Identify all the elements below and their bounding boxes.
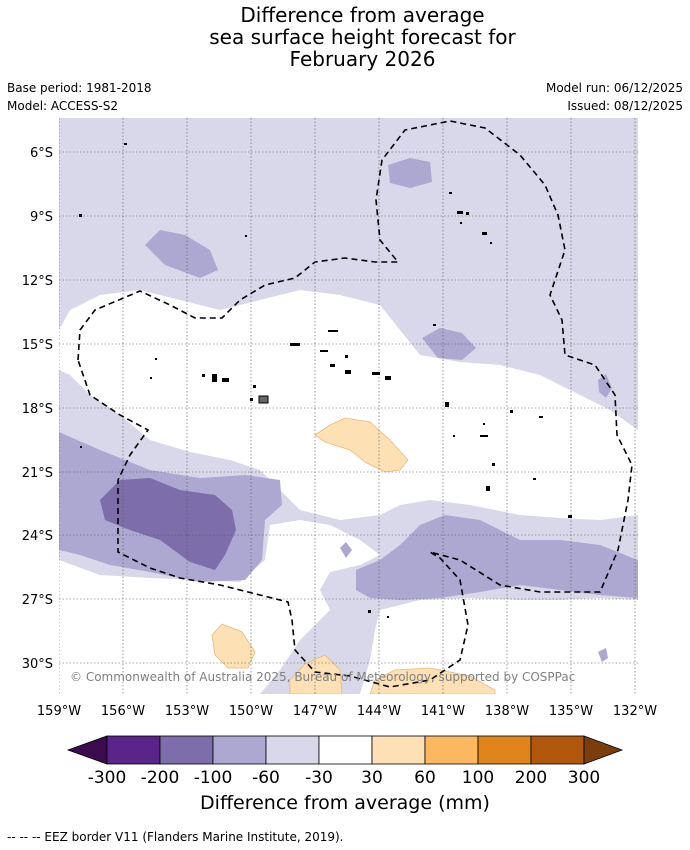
copyright-notice: © Commonwealth of Australia 2025, Bureau… [70,670,575,684]
lon-tick-label: 147°W [293,704,337,719]
colorbar-swatch [530,735,585,765]
title-line-3: February 2026 [289,47,436,71]
lat-tick-label: 9°S [30,210,53,225]
lon-tick-label: 153°W [165,704,209,719]
issued-label: Issued: 08/12/2025 [567,99,683,113]
colorbar-tick-label: -200 [141,768,180,788]
meta-left: Base period: 1981-2018 Model: ACCESS-S2 [7,79,152,115]
base-period-label: Base period: 1981-2018 [7,81,152,95]
map-panel: © Commonwealth of Australia 2025, Bureau… [59,118,638,694]
lon-tick-label: 150°W [229,704,273,719]
gridlines [59,118,638,694]
lat-tick-label: 15°S [22,338,53,353]
dark-purple-region-southwest [100,478,236,570]
neutral-region-central [59,290,638,520]
lat-tick-label: 30°S [22,657,53,672]
lon-tick-label: 156°W [101,704,145,719]
orange-region-south-centre [289,654,343,694]
purple-region-small-spot [340,542,352,558]
colorbar-swatch [318,735,373,765]
lat-tick-label: 24°S [22,529,53,544]
chart-title: Difference from average sea surface heig… [0,4,690,70]
longitude-axis: 159°W 156°W 153°W 150°W 147°W 144°W 141°… [37,704,657,719]
islands [79,143,572,618]
colorbar-extend-min [66,735,108,765]
lat-tick-label: 18°S [22,402,53,417]
lon-tick-label: 138°W [485,704,529,719]
lon-tick-label: 159°W [37,704,81,719]
orange-region-south-east [369,667,496,694]
model-run-label: Model run: 06/12/2025 [545,81,683,95]
meta-right: Model run: 06/12/2025 Issued: 08/12/2025 [546,79,683,115]
purple-region-north-east [388,158,432,188]
colorbar-tick-label: 100 [462,768,494,788]
lat-tick-label: 27°S [22,593,53,608]
colorbar-extend-max [583,735,624,765]
colorbar-swatch [265,735,320,765]
title-line-2: sea surface height forecast for [209,25,516,49]
colorbar-tick-label: 30 [361,768,383,788]
eez-legend-note: -- -- -- EEZ border V11 (Flanders Marine… [7,830,344,844]
lon-tick-label: 135°W [549,704,593,719]
colorbar: -300 -200 -100 -60 -30 30 60 100 200 300… [66,735,624,814]
colorbar-swatch [424,735,479,765]
colorbar-tick-label: 60 [414,768,436,788]
lon-tick-label: 132°W [613,704,657,719]
colorbar-title: Difference from average (mm) [200,792,490,814]
lon-tick-label: 144°W [357,704,401,719]
orange-region-south-west [211,623,256,669]
lat-tick-label: 6°S [30,146,53,161]
colorbar-tick-label: 300 [568,768,600,788]
colorbar-swatch [106,735,161,765]
latitude-axis: 6°S 9°S 12°S 15°S 18°S 21°S 24°S 27°S 30… [22,146,53,672]
colorbar-tick-label: 200 [515,768,547,788]
purple-region-north-west [145,230,218,278]
neutral-region-southwest-patch [59,595,110,665]
lat-tick-label: 21°S [22,466,53,481]
title-line-1: Difference from average [240,3,485,27]
colorbar-tick-label: -300 [88,768,127,788]
colorbar-swatch [159,735,214,765]
orange-region-central [314,417,409,473]
colorbar-swatch [212,735,267,765]
colorbar-swatch [477,735,532,765]
eez-border-cook-islands [77,120,633,688]
eez-borders [77,120,633,688]
colorbar-tick-label: -30 [305,768,333,788]
lon-tick-label: 141°W [421,704,465,719]
colorbar-tick-label: -100 [194,768,233,788]
purple-region-far-east-spot [598,374,612,398]
purple-region-southeast-band [356,515,638,600]
colorbar-tick-label: -60 [252,768,280,788]
neutral-region-south [59,520,380,694]
colorbar-swatch [371,735,426,765]
lavender-small-spot-se [598,648,608,662]
model-label: Model: ACCESS-S2 [7,99,119,113]
lat-tick-label: 12°S [22,274,53,289]
